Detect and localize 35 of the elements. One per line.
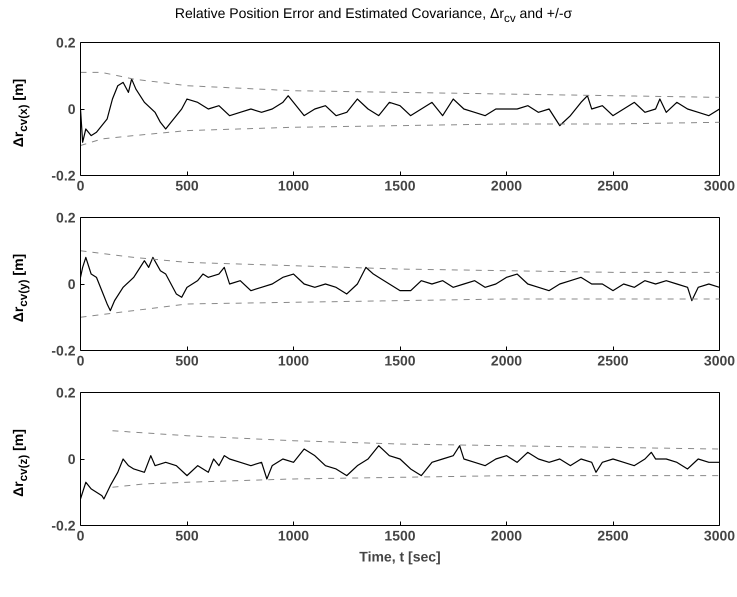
x-tick-label: 3000 <box>704 178 736 194</box>
line-series <box>80 72 720 98</box>
y-tick-label: -0.2 <box>51 168 76 184</box>
x-tick-label: 2000 <box>490 528 522 544</box>
x-tick-label: 3000 <box>704 352 736 368</box>
y-tick-label: -0.2 <box>51 342 76 358</box>
x-tick-label: 1500 <box>384 178 416 194</box>
x-tick-label: 2000 <box>490 352 522 368</box>
x-tick-label: 1000 <box>278 528 310 544</box>
line-series <box>112 430 720 450</box>
x-tick-label: 2500 <box>597 178 629 194</box>
line-series <box>80 122 720 146</box>
x-tick-label: 3000 <box>704 528 736 544</box>
y-tick-label: -0.2 <box>51 518 76 534</box>
y-tick-label: 0.2 <box>56 384 76 400</box>
x-tick-label: 1500 <box>384 528 416 544</box>
x-axis-title: Time, t [sec] <box>359 548 441 564</box>
line-series <box>80 298 720 318</box>
x-tick-label: 2000 <box>490 178 522 194</box>
x-tick-label: 2500 <box>597 352 629 368</box>
line-series <box>112 475 720 488</box>
y-tick-label: 0 <box>68 101 76 117</box>
y-tick-label: 0.2 <box>56 34 76 50</box>
x-tick-label: 1000 <box>278 352 310 368</box>
line-series <box>80 250 720 273</box>
x-tick-label: 500 <box>175 178 199 194</box>
x-tick-label: 2500 <box>597 528 629 544</box>
chart-title: Relative Position Error and Estimated Covariance, Δr$_{cv}$ and +/-σ <box>174 5 574 25</box>
x-tick-label: 500 <box>175 352 199 368</box>
y-tick-label: 0 <box>68 451 76 467</box>
x-tick-label: 1000 <box>278 178 310 194</box>
x-tick-label: 500 <box>175 528 199 544</box>
y-tick-label: 0.2 <box>56 210 76 226</box>
x-tick-label: 1500 <box>384 352 416 368</box>
y-tick-label: 0 <box>68 276 76 292</box>
